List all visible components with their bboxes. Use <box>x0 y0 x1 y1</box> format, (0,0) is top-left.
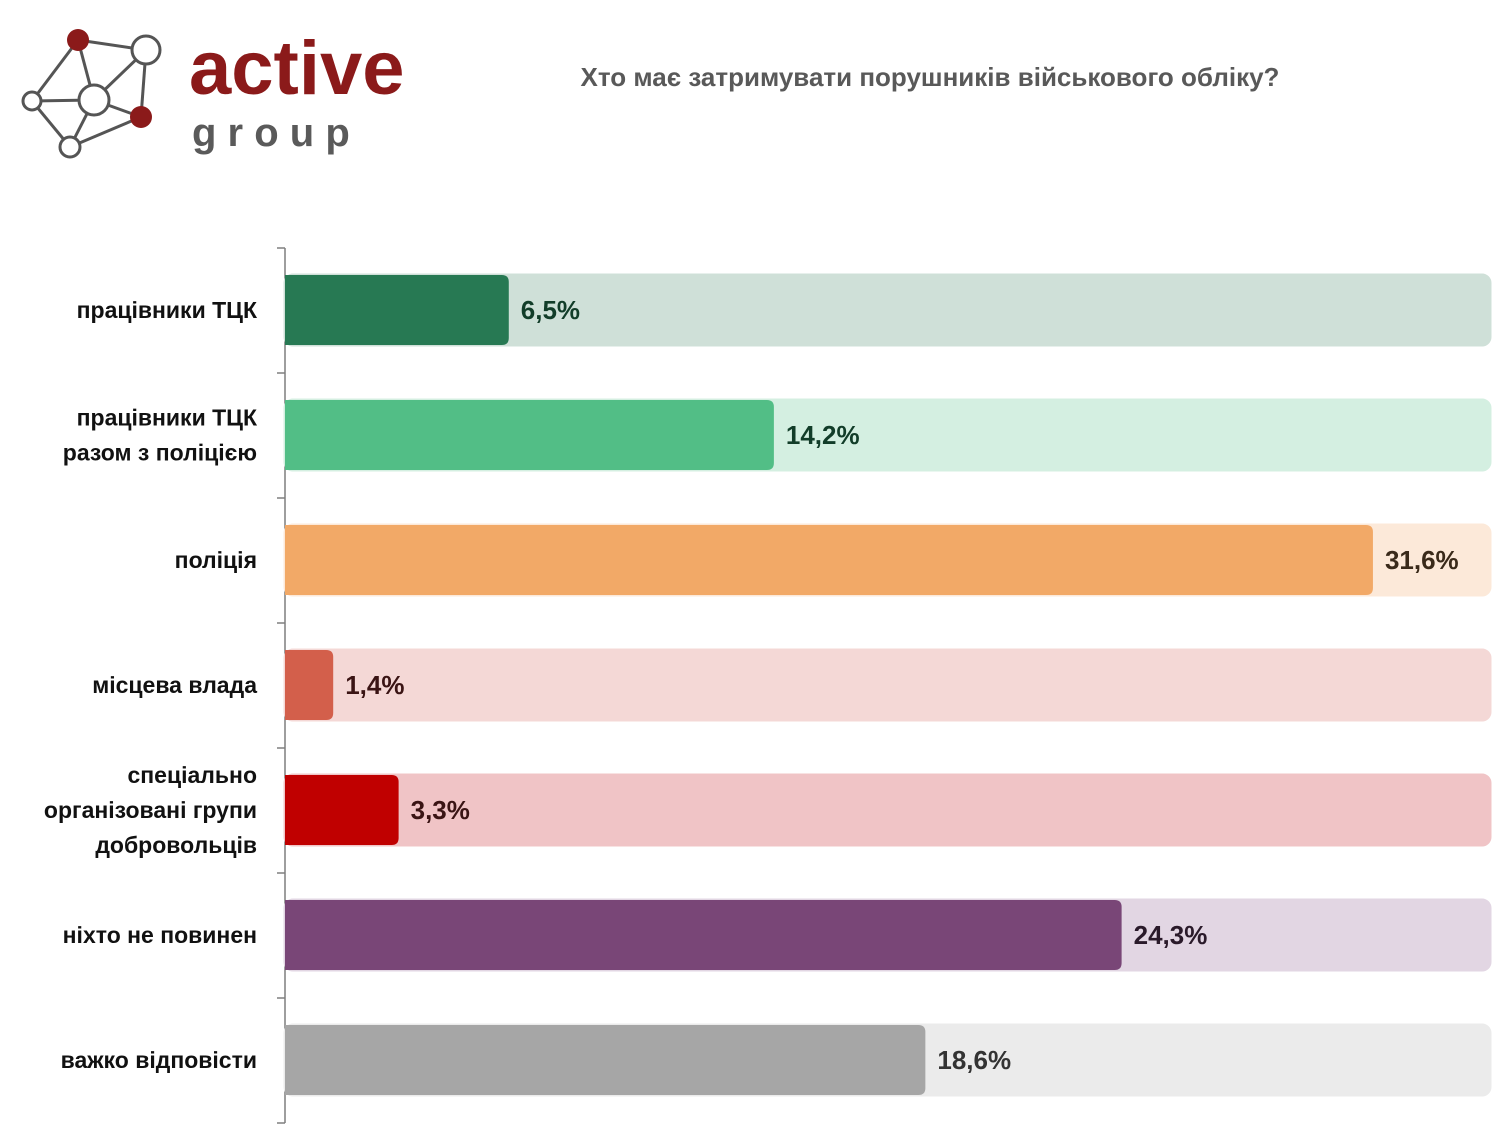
category-label: працівники ТЦК разом з поліцією <box>63 405 258 466</box>
brand-name-group: g r o u p <box>192 111 350 155</box>
category-label: місцева влада <box>92 672 257 698</box>
category-label-line: поліція <box>175 547 257 573</box>
bar <box>285 1025 926 1095</box>
brand-name-active: active <box>189 26 405 111</box>
category-label: працівники ТЦК <box>77 297 258 323</box>
data-label: 24,3% <box>1134 920 1208 950</box>
brand-logo: active g r o u p <box>14 22 454 172</box>
category-label-line: працівники ТЦК <box>77 405 258 431</box>
category-label-line: організовані групи <box>44 797 257 823</box>
bar <box>285 525 1373 595</box>
category-label-line: ніхто не повинен <box>63 922 257 948</box>
bar <box>285 400 774 470</box>
category-label-line: разом з поліцією <box>63 440 257 466</box>
category-label-line: добровольців <box>95 832 257 858</box>
data-label: 3,3% <box>411 795 470 825</box>
data-label: 1,4% <box>345 670 404 700</box>
bar <box>285 900 1122 970</box>
category-label-line: спеціально <box>128 762 258 788</box>
chart-title: Хто має затримувати порушників військово… <box>580 62 1280 92</box>
category-label-line: працівники ТЦК <box>77 297 258 323</box>
category-label-line: важко відповісти <box>61 1047 257 1073</box>
category-label-line: місцева влада <box>92 672 257 698</box>
category-label: важко відповісти <box>61 1047 257 1073</box>
network-nodes-icon <box>21 29 162 159</box>
data-label: 14,2% <box>786 420 860 450</box>
bar <box>285 775 399 845</box>
data-label: 18,6% <box>937 1045 1011 1075</box>
data-label: 31,6% <box>1385 545 1459 575</box>
bar-track <box>283 648 1492 722</box>
category-label: поліція <box>175 547 257 573</box>
data-label: 6,5% <box>521 295 580 325</box>
category-label: спеціально організовані групи добровольців <box>44 762 257 858</box>
bar <box>285 650 334 720</box>
bar <box>285 275 509 345</box>
bar-chart-svg: 6,5% працівники ТЦК 14,2% працівники ТЦК раз… <box>44 247 1492 1124</box>
bar-chart: 6,5% працівники ТЦК 14,2% працівники ТЦК раз… <box>0 240 1500 1125</box>
category-label: ніхто не повинен <box>63 922 257 948</box>
